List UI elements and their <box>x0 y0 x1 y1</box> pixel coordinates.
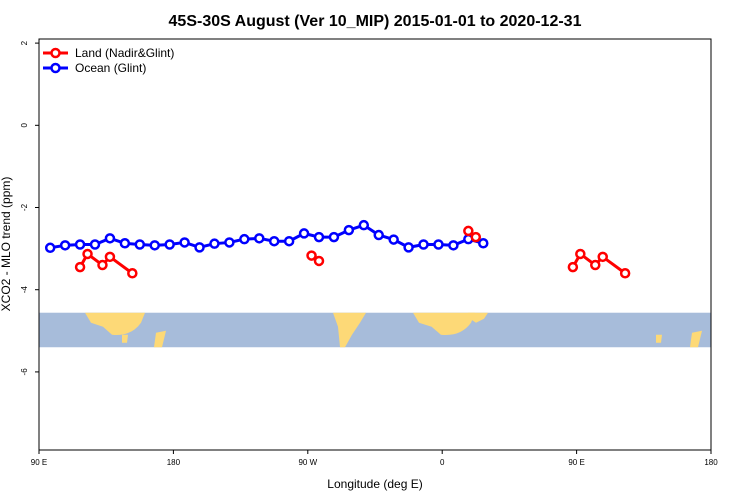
map-land-tasmania <box>122 334 128 343</box>
data-point <box>149 240 160 251</box>
data-point <box>373 229 384 241</box>
map-land-new-zealand <box>154 330 166 348</box>
data-point <box>313 255 325 267</box>
data-point <box>209 238 220 249</box>
x-tick-label: 180 <box>167 458 181 467</box>
map-land-south-america <box>333 312 366 348</box>
map-land-tasmania <box>656 334 662 343</box>
data-point <box>127 268 138 279</box>
x-axis: 90 E 180 90 W 0 90 E 180 <box>31 450 718 467</box>
data-point <box>104 251 116 263</box>
data-point <box>239 233 250 245</box>
data-point <box>403 242 414 253</box>
y-tick-label: -2 <box>20 203 29 211</box>
x-tick-label: 90 E <box>31 458 47 467</box>
y-axis: 2 0 -2 -4 -6 <box>20 40 39 375</box>
data-point <box>470 231 482 243</box>
data-point <box>328 231 340 243</box>
data-point <box>254 233 265 244</box>
x-tick-label: 180 <box>704 458 718 467</box>
data-point <box>343 224 355 236</box>
data-point <box>82 248 93 260</box>
y-axis-label: XCO2 - MLO trend (ppm) <box>0 177 13 312</box>
data-point <box>97 259 108 271</box>
legend-entry: Ocean (Glint) <box>75 61 146 75</box>
data-point <box>298 228 310 239</box>
x-tick-label: 90 W <box>298 458 317 467</box>
chart-title: 45S-30S August (Ver 10_MIP) 2015-01-01 t… <box>169 13 582 30</box>
data-point <box>478 238 489 249</box>
series-layer <box>44 219 631 279</box>
series-ocean-glint- <box>44 219 489 254</box>
legend-entry: Land (Nadir&Glint) <box>75 46 174 60</box>
data-point <box>463 225 474 237</box>
map-land-africa <box>468 312 488 323</box>
map-land-new-zealand <box>690 330 702 348</box>
data-point <box>418 239 429 250</box>
data-point <box>433 239 444 250</box>
data-point <box>104 233 116 244</box>
data-point <box>74 239 86 250</box>
data-point <box>448 240 459 251</box>
data-point <box>283 235 295 247</box>
legend-marker <box>50 47 61 59</box>
data-point <box>268 235 280 247</box>
data-point <box>313 231 325 243</box>
data-point <box>119 238 131 249</box>
data-point <box>567 261 579 273</box>
plot-frame <box>38 38 712 451</box>
x-axis-label: Longitude (deg E) <box>327 477 422 491</box>
legend: Land (Nadir&Glint)Ocean (Glint) <box>43 46 174 75</box>
data-point <box>164 239 175 250</box>
y-tick-label: -6 <box>20 368 29 376</box>
map-strip <box>39 312 711 348</box>
y-tick-label: -4 <box>20 286 29 294</box>
map-land-australia <box>413 312 475 335</box>
data-point <box>59 240 71 251</box>
data-point <box>388 234 399 245</box>
data-point <box>134 239 146 250</box>
data-point <box>194 242 205 253</box>
data-point <box>89 239 101 250</box>
map-ocean <box>39 312 711 348</box>
data-point <box>179 237 190 248</box>
x-tick-label: 0 <box>440 458 445 467</box>
data-point <box>590 259 601 271</box>
data-point <box>44 242 56 254</box>
legend-marker <box>50 62 61 74</box>
data-point <box>619 268 631 279</box>
series-land-nadir-glint- <box>74 225 631 279</box>
y-tick-label: 0 <box>20 123 29 128</box>
data-point <box>358 219 370 231</box>
data-point <box>74 261 86 273</box>
data-point <box>306 250 317 261</box>
data-point <box>597 251 608 263</box>
data-point <box>575 248 586 260</box>
data-point <box>224 237 235 248</box>
y-tick-label: 2 <box>20 40 29 45</box>
map-land-australia <box>85 312 145 335</box>
x-tick-label: 90 E <box>568 458 584 467</box>
